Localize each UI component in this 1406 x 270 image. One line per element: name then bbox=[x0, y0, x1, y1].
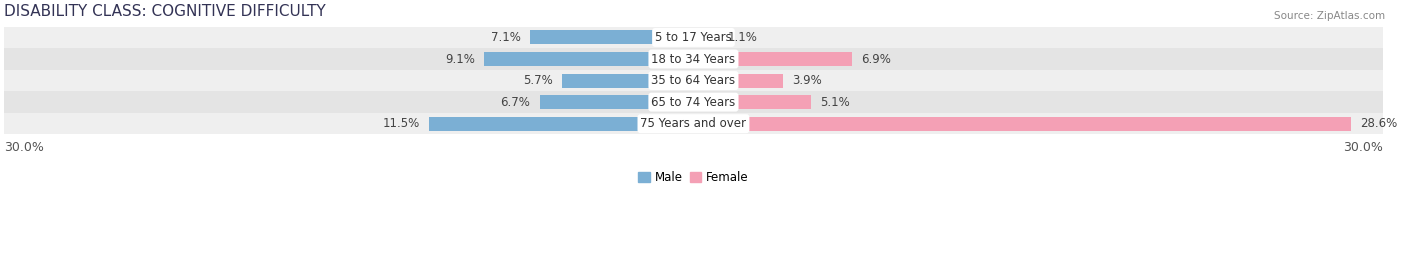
Bar bbox=[429, 117, 693, 131]
Text: Source: ZipAtlas.com: Source: ZipAtlas.com bbox=[1274, 11, 1385, 21]
Bar bbox=[530, 31, 693, 45]
Text: DISABILITY CLASS: COGNITIVE DIFFICULTY: DISABILITY CLASS: COGNITIVE DIFFICULTY bbox=[4, 4, 326, 19]
Text: 75 Years and over: 75 Years and over bbox=[641, 117, 747, 130]
Bar bbox=[693, 117, 1351, 131]
Text: 3.9%: 3.9% bbox=[792, 74, 823, 87]
Text: 28.6%: 28.6% bbox=[1360, 117, 1398, 130]
Bar bbox=[4, 91, 1382, 113]
Text: 5 to 17 Years: 5 to 17 Years bbox=[655, 31, 733, 44]
Bar bbox=[4, 70, 1382, 91]
Text: 30.0%: 30.0% bbox=[4, 141, 44, 154]
Text: 5.1%: 5.1% bbox=[820, 96, 849, 109]
Text: 35 to 64 Years: 35 to 64 Years bbox=[651, 74, 735, 87]
Text: 30.0%: 30.0% bbox=[1343, 141, 1382, 154]
Bar bbox=[540, 95, 693, 109]
Text: 11.5%: 11.5% bbox=[382, 117, 420, 130]
Text: 6.9%: 6.9% bbox=[862, 52, 891, 66]
Text: 6.7%: 6.7% bbox=[501, 96, 530, 109]
Bar bbox=[4, 27, 1382, 48]
Text: 9.1%: 9.1% bbox=[446, 52, 475, 66]
Text: 65 to 74 Years: 65 to 74 Years bbox=[651, 96, 735, 109]
Bar bbox=[4, 113, 1382, 134]
Bar bbox=[693, 52, 852, 66]
Bar bbox=[693, 95, 811, 109]
Text: 1.1%: 1.1% bbox=[728, 31, 758, 44]
Legend: Male, Female: Male, Female bbox=[633, 167, 754, 189]
Bar bbox=[693, 31, 718, 45]
Text: 5.7%: 5.7% bbox=[523, 74, 554, 87]
Text: 7.1%: 7.1% bbox=[491, 31, 522, 44]
Bar bbox=[4, 48, 1382, 70]
Text: 18 to 34 Years: 18 to 34 Years bbox=[651, 52, 735, 66]
Bar bbox=[485, 52, 693, 66]
Bar bbox=[562, 73, 693, 87]
Bar bbox=[693, 73, 783, 87]
